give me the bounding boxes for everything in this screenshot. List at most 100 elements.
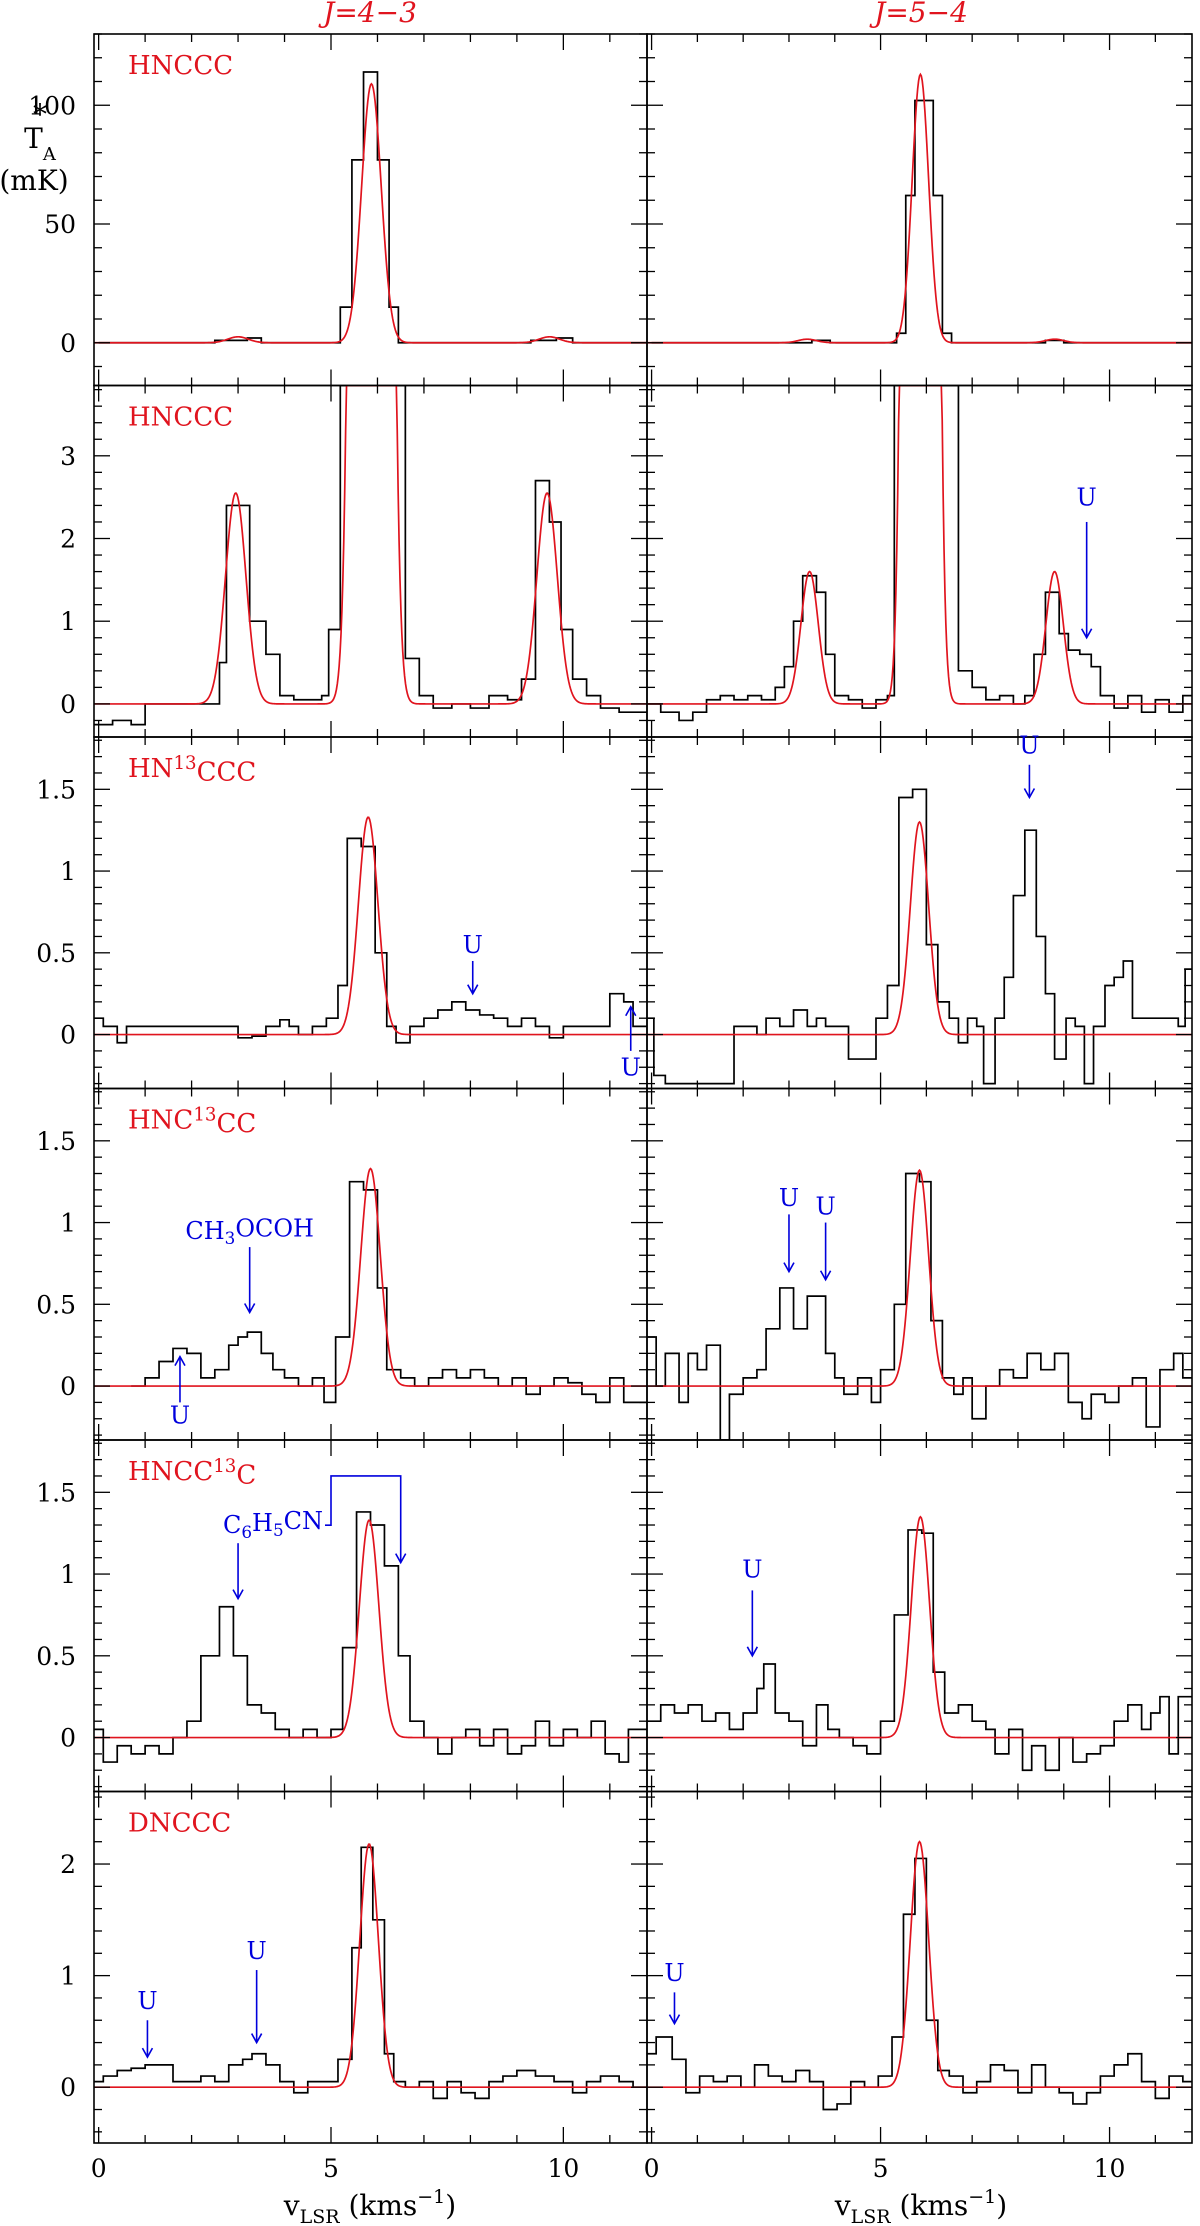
- molecule-label: HNCCC: [128, 51, 233, 81]
- panel-2-j43: [93, 384, 648, 738]
- panel-1-j54: [646, 33, 1193, 387]
- annotation-label: U: [742, 1555, 762, 1583]
- annotation-arrowhead: [1080, 628, 1093, 640]
- column-title-j54: J=5−4: [869, 0, 968, 29]
- spectrum-row-1: HNCCC 0 50 100: [28, 33, 1193, 387]
- panel-frame: [93, 384, 648, 738]
- annotation-label: U: [247, 1937, 267, 1965]
- gaussian-fit: [647, 1840, 1192, 2089]
- annotation-arrowhead: [395, 1553, 407, 1565]
- x-tick-label: 5: [873, 2154, 889, 2183]
- x-tick-labels: 0 5 10 0 5 10: [91, 2154, 1126, 2183]
- annotation-u: U: [1019, 731, 1040, 800]
- y-tick-label: 0: [60, 1021, 76, 1050]
- y-tick-label: 2: [60, 525, 76, 554]
- annotation-arrowhead: [467, 984, 479, 996]
- annotation-bracket: [325, 1475, 402, 1563]
- panel-frame: [646, 1439, 1193, 1793]
- gaussian-fit: [647, 820, 1192, 1036]
- x-tick-label: 10: [1094, 2154, 1126, 2183]
- annotation-arrowhead: [174, 1354, 186, 1367]
- gaussian-fit: [94, 1167, 647, 1387]
- panel-3-j54: U: [646, 731, 1193, 1090]
- annotation-label: C6H5CN: [223, 1507, 323, 1542]
- annotation-arrowhead: [141, 2047, 154, 2059]
- panel-frame: [93, 1087, 648, 1441]
- annotation-label: U: [621, 1053, 641, 1081]
- observed-spectrum: [647, 1529, 1192, 1772]
- column-title-j43: J=4−3: [318, 0, 417, 29]
- panel-5-j54: U: [646, 1439, 1193, 1793]
- annotation-arrowhead: [819, 1270, 832, 1282]
- y-tick-label: 1: [60, 857, 76, 886]
- y-tick-label: 0: [60, 1372, 76, 1401]
- x-axis-label-right: vLSR (kms−1): [834, 2186, 1007, 2226]
- annotation-u: U: [742, 1555, 762, 1658]
- observed-spectrum: [131, 1180, 647, 1404]
- panel-frame: [646, 1790, 1193, 2144]
- gaussian-fit: [94, 82, 647, 344]
- observed-spectrum: [94, 1511, 647, 1763]
- y-tick-label: 1: [60, 1560, 76, 1589]
- y-tick-label: 1: [60, 607, 76, 636]
- spectrum-row-2: U HNCCC 0 1 2 3: [60, 384, 1193, 738]
- observed-spectrum: [647, 1172, 1192, 1440]
- annotation-u: U: [1077, 483, 1097, 640]
- y-tick-label: 0.5: [36, 1290, 76, 1319]
- annotation-u: U: [815, 1192, 836, 1282]
- annotation-arrowhead: [668, 2014, 681, 2026]
- y-axis-label: TA * (mK): [0, 98, 69, 197]
- svg-text:(mK): (mK): [0, 164, 69, 197]
- y-tick-label: 1.5: [36, 1478, 76, 1507]
- y-tick-label: 1: [60, 1962, 76, 1991]
- gaussian-fit: [647, 385, 1192, 705]
- annotation-u: U: [170, 1354, 190, 1430]
- observed-spectrum: [94, 1846, 647, 2100]
- annotation-u: U: [137, 1987, 158, 2059]
- y-tick-label: 2: [60, 1850, 76, 1879]
- annotation-label: CH3OCOH: [185, 1215, 314, 1248]
- molecule-label: HNCCC: [128, 403, 233, 433]
- y-tick-label: 0.5: [36, 939, 76, 968]
- annotation-arrowhead: [1023, 788, 1036, 800]
- x-axis-label-left: vLSR (kms−1): [283, 2186, 456, 2226]
- x-tick-label: 0: [91, 2154, 107, 2183]
- annotation-label: U: [170, 1402, 190, 1430]
- y-tick-label: 0: [60, 2073, 76, 2102]
- gaussian-fit: [94, 385, 647, 705]
- x-tick-label: 10: [547, 2154, 579, 2183]
- panel-frame: [646, 1087, 1193, 1441]
- y-tick-label: 0: [60, 690, 76, 719]
- gaussian-fit: [647, 1168, 1192, 1387]
- molecule-label: DNCCC: [128, 1809, 231, 1839]
- annotation-label: U: [815, 1192, 835, 1220]
- panel-frame: [646, 384, 1193, 738]
- observed-spectrum: [647, 788, 1192, 1085]
- annotation-u: U: [621, 1005, 641, 1081]
- annotation-label: U: [463, 931, 483, 959]
- y-tick-label: 0: [60, 1724, 76, 1753]
- x-tick-label: 5: [323, 2154, 339, 2183]
- annotation-u: U: [247, 1937, 267, 2045]
- y-tick-label: 1: [60, 1209, 76, 1238]
- panel-5-j43: C6H5CN: [93, 1439, 648, 1793]
- panel-frame: [646, 33, 1193, 387]
- annotation-arrowhead: [783, 1262, 795, 1274]
- gaussian-fit: [94, 1519, 647, 1739]
- annotation-label: U: [1077, 483, 1097, 511]
- panel-1-j43: [93, 33, 648, 387]
- svg-text:vLSR (kms−1): vLSR (kms−1): [283, 2186, 456, 2226]
- panel-6-j43: UU: [93, 1790, 648, 2144]
- annotation-arrowhead: [243, 1303, 256, 1315]
- annotation-u: U: [664, 1959, 685, 2026]
- y-tick-label: 50: [44, 210, 76, 239]
- y-tick-label: 1.5: [36, 775, 76, 804]
- svg-text:vLSR (kms−1): vLSR (kms−1): [834, 2186, 1007, 2226]
- svg-text:*: *: [33, 98, 47, 131]
- annotation-label: U: [779, 1184, 799, 1212]
- observed-spectrum: [98, 71, 647, 344]
- molecule-label: HNC13CC: [128, 1104, 256, 1139]
